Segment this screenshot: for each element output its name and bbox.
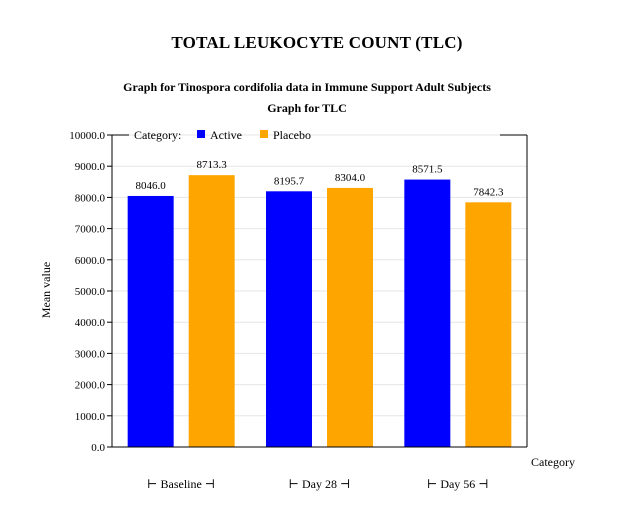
y-tick-label: 0.0 [91,442,105,454]
x-tick-label: ⊢ Baseline ⊣ [147,477,215,491]
chart-title: Graph for Tinospora cordifolia data in I… [123,80,491,94]
bar-value-label: 8046.0 [136,180,167,192]
y-tick-label: 1000.0 [75,411,106,423]
y-axis-label: Mean value [39,262,53,318]
legend-title: Category: [134,128,181,142]
bar-active-0 [127,195,174,447]
bars: 8046.0 8713.3 8195.7 8304.0 8571.5 7842.3 [127,159,512,448]
legend-label-placebo: Placebo [273,128,311,142]
y-tick-label: 10000.0 [69,130,105,142]
y-tick-label: 4000.0 [75,317,106,329]
axes: 0.0 1000.0 2000.0 3000.0 4000.0 5000.0 6000.0 7… [69,130,528,491]
y-tick-label: 7000.0 [75,224,106,236]
bar-value-label: 7842.3 [473,186,504,198]
x-tick-label: ⊢ Day 28 ⊣ [289,477,351,491]
x-tick-label: ⊢ Day 56 ⊣ [427,477,489,491]
gridlines [112,134,527,417]
y-tick-label: 5000.0 [75,286,106,298]
y-tick-label: 6000.0 [75,255,106,267]
legend-swatch-placebo [260,130,268,138]
bar-value-label: 8195.7 [274,175,305,187]
y-tick-label: 2000.0 [75,380,106,392]
legend-swatch-active [197,130,205,138]
y-tick-label: 3000.0 [75,348,106,360]
y-tick-label: 9000.0 [75,161,106,173]
bar-placebo-0 [188,175,235,448]
legend: Category: Active Placebo [134,128,311,142]
chart-subtitle: Graph for TLC [267,101,347,115]
page-heading: TOTAL LEUKOCYTE COUNT (TLC) [171,33,463,52]
bar-value-label: 8571.5 [412,164,443,176]
bar-active-1 [266,191,312,447]
bar-active-2 [404,179,451,447]
x-axis-label: Category [531,455,575,469]
legend-label-active: Active [210,128,242,142]
bar-value-label: 8713.3 [197,159,228,171]
y-tick-label: 8000.0 [75,192,106,204]
bar-placebo-2 [465,202,512,447]
bar-value-label: 8304.0 [335,172,366,184]
bar-placebo-1 [327,187,373,447]
